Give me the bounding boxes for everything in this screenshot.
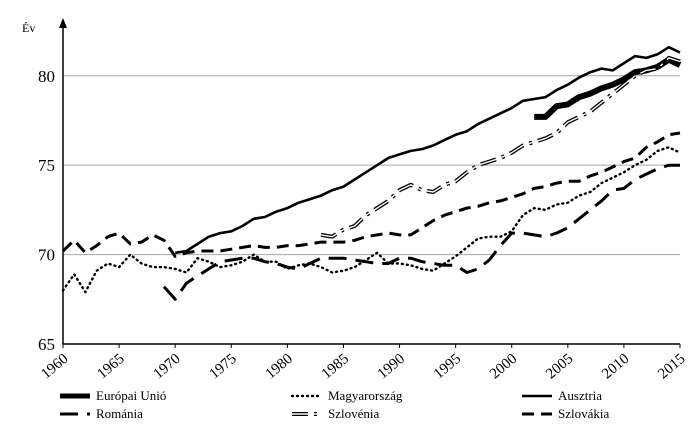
legend-item: Szlovákia	[522, 406, 609, 421]
y-tick-label: 75	[38, 156, 55, 175]
x-tick-label: 2005	[543, 351, 576, 383]
legend-label: Szlovákia	[558, 406, 609, 421]
x-tick-label: 1995	[431, 351, 464, 383]
series-path	[162, 163, 680, 301]
legend-label: Ausztria	[558, 388, 602, 403]
legend-item: Románia	[60, 406, 143, 421]
y-tick-label: 65	[38, 335, 55, 354]
legend-label: Magyarország	[328, 388, 403, 403]
legend-label: Európai Unió	[96, 388, 166, 403]
grid-layer	[63, 75, 680, 256]
series-line-1	[61, 146, 682, 294]
x-tick-label: 1960	[38, 351, 71, 383]
series-layer	[61, 45, 682, 301]
legend-item: Magyarország	[290, 388, 403, 403]
x-tick-label: 2000	[487, 351, 520, 383]
x-tick-label: 1985	[319, 351, 352, 383]
y-tick-label: 80	[38, 67, 55, 86]
legend-item: Európai Unió	[60, 388, 166, 403]
x-tick-label: 1990	[375, 351, 408, 383]
y-axis-title: Év	[22, 21, 35, 35]
x-tick-label: 1970	[150, 351, 183, 383]
series-path	[320, 57, 681, 238]
y-tick-label: 70	[38, 246, 55, 265]
series-line-3	[162, 163, 680, 301]
x-tick-label: 1965	[94, 351, 127, 383]
legend-item: Szlovénia	[292, 406, 379, 421]
x-tick-label: 1975	[207, 351, 240, 383]
series-line-4	[320, 55, 681, 239]
x-tick-label: 2015	[655, 351, 688, 383]
legend: Európai Unió Magyarország Ausztria Románia S…	[60, 388, 609, 421]
x-tick-labels: 1960 1965 1970 1975 1980 1985 1990 1995 2000 2005…	[38, 344, 689, 383]
legend-label: Románia	[96, 406, 143, 421]
x-tick-label: 1980	[263, 351, 296, 383]
series-path	[61, 131, 681, 258]
x-tick-label: 2010	[599, 351, 632, 383]
series-line-5	[61, 131, 681, 258]
legend-label: Szlovénia	[328, 406, 379, 421]
series-line-0	[534, 56, 682, 120]
legend-item: Ausztria	[522, 388, 602, 403]
series-path	[174, 45, 681, 255]
series-path	[61, 146, 682, 294]
series-path	[534, 56, 682, 120]
series-line-2	[174, 45, 681, 255]
y-tick-labels: 65 70 75 80	[38, 67, 55, 354]
y-axis-arrow-icon	[59, 18, 67, 28]
